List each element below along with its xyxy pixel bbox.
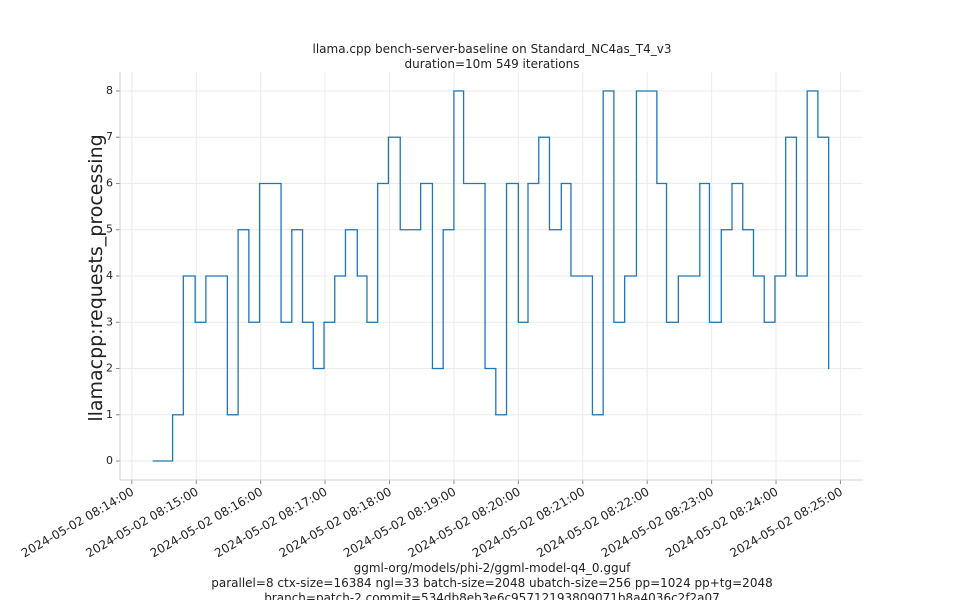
x-tick-label: 2024-05-02 08:19:00 [341,484,458,560]
y-tick-label: 4 [106,269,113,282]
x-tick-label: 2024-05-02 08:20:00 [405,484,522,560]
x-tick-label: 2024-05-02 08:23:00 [599,484,716,560]
x-tick-label: 2024-05-02 08:18:00 [277,484,394,560]
y-tick-label: 8 [106,84,113,97]
chart-subtitle: duration=10m 549 iterations [405,57,580,71]
x-axis-label: parallel=8 ctx-size=16384 ngl=33 batch-s… [211,576,772,590]
y-tick-label: 1 [106,408,113,421]
y-tick-label: 6 [106,176,113,189]
x-tick-label: 2024-05-02 08:14:00 [19,484,136,560]
y-tick-label: 0 [106,454,113,467]
x-tick-label: 2024-05-02 08:24:00 [663,484,780,560]
x-tick-label: 2024-05-02 08:16:00 [148,484,265,560]
x-axis-label: branch=patch-2 commit=534db8eb3e6c957121… [264,591,720,600]
x-tick-label: 2024-05-02 08:21:00 [470,484,587,560]
x-tick-label: 2024-05-02 08:17:00 [212,484,329,560]
y-tick-label: 2 [106,362,113,375]
y-tick-label: 7 [106,130,113,143]
y-tick-label: 5 [106,223,113,236]
chart-title: llama.cpp bench-server-baseline on Stand… [313,42,672,56]
x-tick-label: 2024-05-02 08:25:00 [728,484,845,560]
y-tick-label: 3 [106,315,113,328]
x-tick-label: 2024-05-02 08:15:00 [83,484,200,560]
x-axis-label: ggml-org/models/phi-2/ggml-model-q4_0.gg… [354,561,632,575]
x-tick-label: 2024-05-02 08:22:00 [534,484,651,560]
y-axis-label: llamacpp:requests_processing [85,134,107,421]
